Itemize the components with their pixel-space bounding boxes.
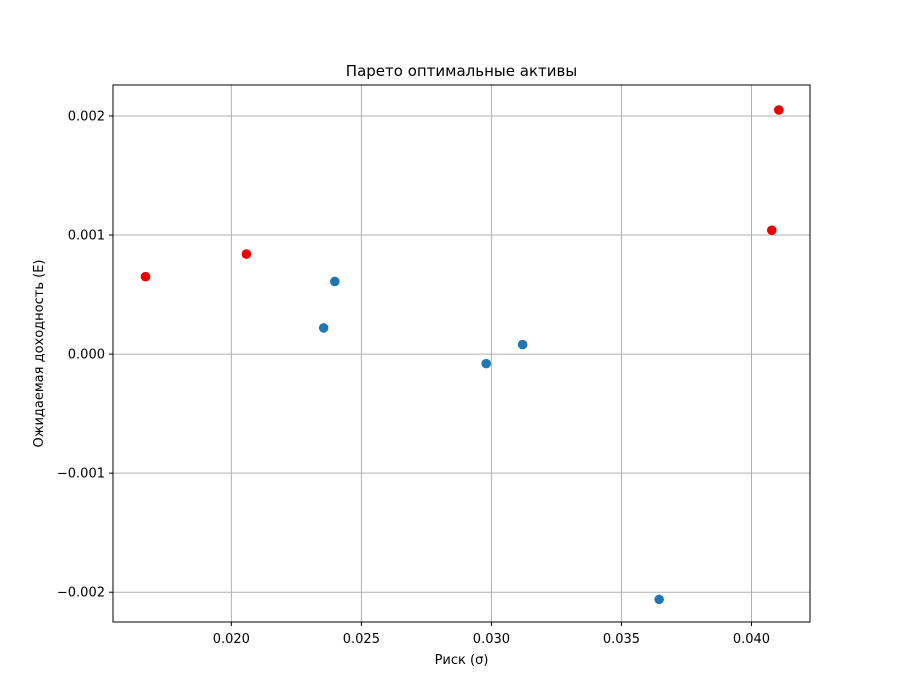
data-point	[517, 339, 528, 350]
y-axis-title: Ожидаемая доходность (E)	[32, 260, 47, 448]
data-point	[330, 276, 340, 287]
y-tick-label: −0.001	[57, 467, 105, 482]
data-point	[318, 323, 329, 333]
data-point	[140, 271, 151, 282]
data-point	[773, 105, 784, 115]
y-axis-ticks: −0.002 −0.001 0.000 0.001 0.002	[57, 109, 113, 601]
plot-frame	[112, 84, 811, 623]
data-point	[654, 594, 664, 605]
data-point	[481, 358, 492, 369]
y-tick-label: 0.001	[68, 229, 105, 244]
y-tick-label: 0.002	[68, 109, 105, 124]
data-point	[241, 249, 252, 259]
data-point	[766, 225, 777, 236]
x-axis-ticks: 0.020 0.025 0.030 0.035 0.040	[213, 622, 770, 647]
y-tick-label: 0.000	[68, 348, 105, 363]
x-tick-label: 0.030	[473, 632, 510, 647]
data-points	[140, 105, 784, 605]
x-axis-title: Риск (σ)	[435, 653, 489, 668]
x-tick-label: 0.025	[343, 632, 380, 647]
x-tick-label: 0.020	[213, 632, 250, 647]
x-tick-label: 0.035	[603, 632, 640, 647]
x-tick-label: 0.040	[733, 632, 770, 647]
grid	[113, 85, 810, 622]
y-tick-label: −0.002	[57, 586, 105, 601]
chart-title: Парето оптимальные активы	[346, 62, 577, 80]
